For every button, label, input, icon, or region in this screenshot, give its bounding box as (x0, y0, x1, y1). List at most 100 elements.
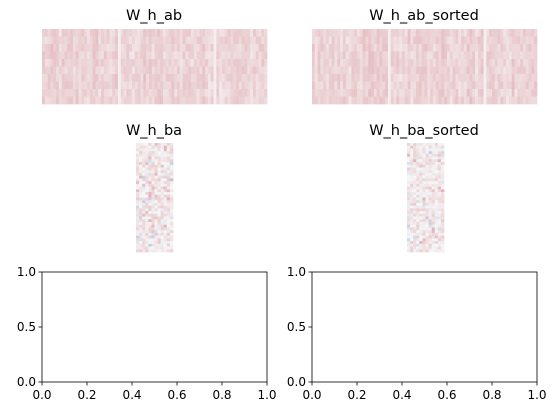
heatmap-cell (489, 96, 493, 105)
heatmap-cell (419, 216, 423, 220)
heatmap-cell (494, 36, 498, 45)
heatmap-cell (326, 81, 330, 90)
heatmap-cell (428, 143, 433, 147)
heatmap-cell (230, 96, 234, 105)
heatmap-cell (136, 151, 140, 155)
heatmap-cell (72, 36, 77, 45)
heatmap-cell (157, 249, 162, 253)
heatmap-cell (514, 29, 518, 37)
heatmap-cell (431, 194, 436, 198)
heatmap-cell (407, 202, 411, 207)
heatmap-cell (413, 194, 417, 198)
heatmap-cell (416, 96, 420, 105)
heatmap-cell (188, 66, 192, 75)
heatmap-cell (373, 66, 378, 75)
heatmap-cell (72, 81, 77, 90)
heatmap-cell (244, 89, 248, 97)
heatmap-cell (142, 159, 146, 163)
heatmap-cell (517, 96, 521, 105)
heatmap-cell (494, 89, 498, 97)
heatmap-cell (354, 29, 358, 37)
heatmap-cell (157, 36, 161, 45)
heatmap-cell (115, 74, 119, 82)
heatmap-cell (143, 96, 147, 105)
heatmap-cell (365, 81, 369, 90)
heatmap-cell (109, 36, 113, 45)
heatmap-cell (520, 66, 524, 75)
heatmap-cell (434, 241, 439, 245)
heatmap-cell (89, 81, 93, 90)
heatmap-cell (145, 143, 149, 147)
heatmap-cell (379, 29, 383, 37)
heatmap-cell (422, 241, 426, 245)
heatmap-cell (407, 192, 411, 196)
heatmap-cell (261, 44, 265, 52)
heatmap-cell (422, 213, 426, 217)
heatmap-cell (348, 96, 352, 105)
heatmap-cell (416, 66, 420, 75)
heatmap-cell (154, 213, 158, 217)
heatmap-cell (334, 66, 338, 75)
heatmap-cell (422, 246, 426, 250)
heatmap-cell (494, 59, 498, 67)
heatmap-cell (525, 96, 529, 105)
heatmap-cell (428, 178, 433, 182)
heatmap-cell (154, 96, 158, 105)
heatmap-cell (328, 66, 333, 75)
heatmap-cell (469, 36, 473, 45)
heatmap-cell (458, 74, 462, 82)
heatmap-cell (136, 172, 140, 177)
heatmap-cell (492, 44, 496, 52)
heatmap-cell (160, 213, 165, 217)
heatmap-cell (136, 200, 140, 204)
heatmap-cell (466, 74, 470, 82)
heatmap-cell (252, 66, 257, 75)
heatmap-cell (413, 241, 417, 245)
heatmap-cell (348, 89, 352, 97)
heatmap-cell (431, 151, 436, 155)
heatmap-cell (162, 74, 167, 82)
heatmap-cell (416, 241, 420, 245)
heatmap-cell (154, 202, 158, 207)
heatmap-cell (98, 29, 102, 37)
heatmap-cell (123, 59, 127, 67)
heatmap-cell (402, 66, 406, 75)
heatmap-cell (416, 81, 420, 90)
heatmap-cell (117, 89, 122, 97)
heatmap-cell (413, 189, 417, 193)
heatmap-cell (463, 74, 468, 82)
heatmap-cell (331, 29, 335, 37)
heatmap-cell (440, 219, 445, 223)
heatmap-cell (410, 227, 414, 231)
heatmap-cell (163, 167, 168, 171)
heatmap-cell (202, 44, 206, 52)
heatmap-cell (480, 29, 484, 37)
heatmap-cell (166, 241, 171, 245)
heatmap-cell (419, 181, 423, 185)
heatmap-cell (472, 36, 476, 45)
heatmap-cell (483, 89, 487, 97)
heatmap-cell (328, 74, 333, 82)
heatmap-cell (522, 74, 527, 82)
heatmap-cell (196, 81, 200, 90)
heatmap-cell (202, 51, 206, 60)
heatmap-cell (422, 153, 426, 157)
heatmap-cell (132, 74, 136, 82)
heatmap-cell (219, 51, 223, 60)
heatmap-cell (337, 96, 341, 105)
heatmap-cell (92, 66, 96, 75)
heatmap-cell (428, 205, 433, 209)
heatmap-cell (534, 81, 538, 90)
heatmap-cell (407, 205, 411, 209)
heatmap-cell (157, 66, 161, 75)
heatmap-cell (425, 159, 429, 163)
heatmap-cell (449, 44, 453, 52)
heatmap-cell (371, 29, 375, 37)
heatmap-cell (492, 51, 496, 60)
heatmap-cell (440, 178, 445, 182)
heatmap-cell (224, 29, 228, 37)
heatmap-cell (434, 143, 439, 147)
heatmap-cell (166, 232, 171, 237)
heatmap-cell (163, 159, 168, 163)
heatmap-cell (56, 59, 60, 67)
